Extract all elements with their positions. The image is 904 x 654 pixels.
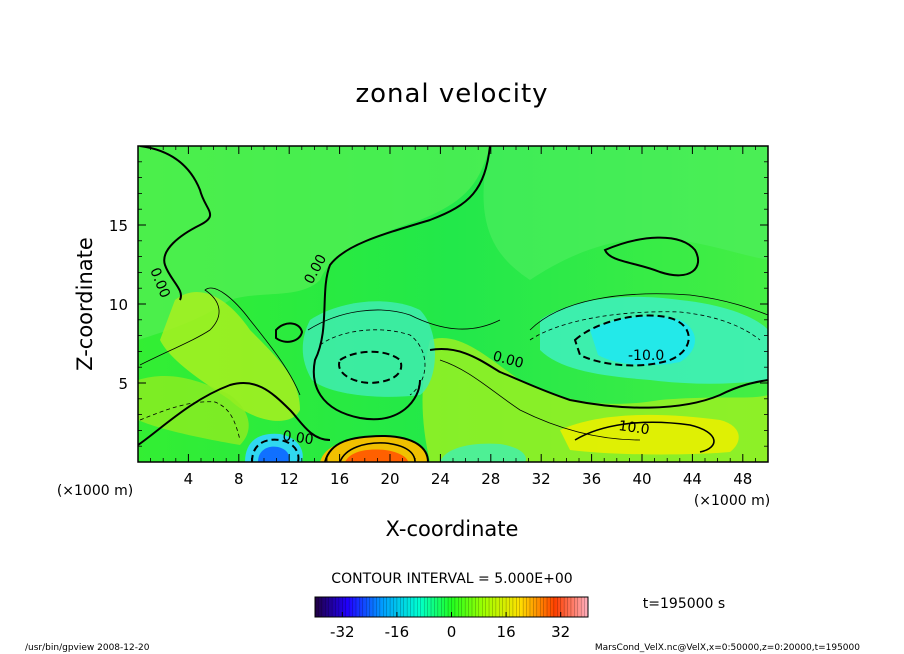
field-negative-bottom-core <box>258 446 289 462</box>
contour-label: 0.00 <box>281 428 314 448</box>
field-negative-mid <box>302 301 435 397</box>
contour-lines <box>138 146 768 462</box>
x-tick-label: 8 <box>234 470 244 488</box>
x-tick-label: 32 <box>532 470 551 488</box>
field-positive-band-2 <box>138 375 249 445</box>
y-axis: 5 10 15 <box>109 161 768 447</box>
x-tick-label: 44 <box>683 470 702 488</box>
contour-zero-lower-left <box>138 382 331 446</box>
x-tick-label: 36 <box>582 470 601 488</box>
x-tick-label: 28 <box>481 470 500 488</box>
contour-ten-right <box>574 421 715 453</box>
field-positive-band-4 <box>560 414 739 455</box>
x-tick-label: 40 <box>632 470 651 488</box>
colorbar-stripes <box>318 597 585 617</box>
contour-neg-ten-right <box>573 314 690 367</box>
contour-thin-4 <box>319 329 426 396</box>
contour-thin-5 <box>529 311 761 341</box>
contour-label: -10.0 <box>628 348 664 364</box>
y-tick-label: 10 <box>109 296 128 314</box>
field-negative-core-right <box>590 316 695 366</box>
x-tick-label: 12 <box>280 470 299 488</box>
contour-zero-left <box>139 146 212 301</box>
z-unit-label: (×1000 m) <box>57 483 133 499</box>
x-axis-label: X-coordinate <box>386 517 519 541</box>
colorbar-axis: -32 -16 0 16 32 <box>330 612 570 641</box>
x-axis: 4 8 12 16 20 24 28 32 36 40 44 48 <box>150 146 756 488</box>
contour-zero-main <box>312 146 491 421</box>
contour-thin-1 <box>139 287 301 396</box>
time-label: t=195000 s <box>643 596 725 612</box>
x-tick-label: 20 <box>380 470 399 488</box>
x-unit-label: (×1000 m) <box>694 493 770 509</box>
chart-title: zonal velocity <box>355 79 548 109</box>
contour-zero-middle <box>429 348 768 409</box>
y-axis-label: Z-coordinate <box>73 237 97 371</box>
y-tick-label: 15 <box>109 217 128 235</box>
colorbar-tick-label: -32 <box>330 623 355 641</box>
contour-label: 0.00 <box>491 348 525 372</box>
colorbar-tick-label: -16 <box>385 623 410 641</box>
contour-zero-bottom-core <box>324 434 429 462</box>
field-right-upper-region <box>483 146 768 280</box>
contour-neg-mid <box>338 350 403 385</box>
contour-thin-3 <box>529 293 768 331</box>
contour-neg-bottom <box>251 438 300 462</box>
x-tick-label: 4 <box>184 470 194 488</box>
contour-thin-2 <box>307 309 501 331</box>
x-tick-label: 24 <box>431 470 450 488</box>
contour-zero-blob-left <box>275 322 304 343</box>
y-tick-label: 5 <box>118 375 128 393</box>
contour-interval: CONTOUR INTERVAL = 5.000E+00 <box>331 571 572 587</box>
field-upper-region <box>138 146 490 340</box>
footer-left: /usr/bin/gpview 2008-12-20 <box>25 643 150 653</box>
contour-zero-right-blob <box>603 236 700 277</box>
plot-field: 0.00 0.00 0.00 -10.0 10.0 0.00 <box>138 146 768 462</box>
x-tick-label: 48 <box>733 470 752 488</box>
colorbar-tick-label: 32 <box>551 623 570 641</box>
contour-thin-6 <box>439 359 641 441</box>
field-negative-bottom-mid <box>440 443 526 462</box>
contour-label: 10.0 <box>617 418 650 438</box>
x-tick-label: 16 <box>330 470 349 488</box>
colorbar-tick-label: 0 <box>447 623 457 641</box>
contour-ten-bottom <box>339 442 416 462</box>
field-positive-peak <box>345 449 408 462</box>
colorbar-tick-label: 16 <box>497 623 516 641</box>
footer-right: MarsCond_VelX.nc@VelX,x=0:50000,z=0:2000… <box>595 643 860 653</box>
contour-thin-7 <box>139 401 241 441</box>
